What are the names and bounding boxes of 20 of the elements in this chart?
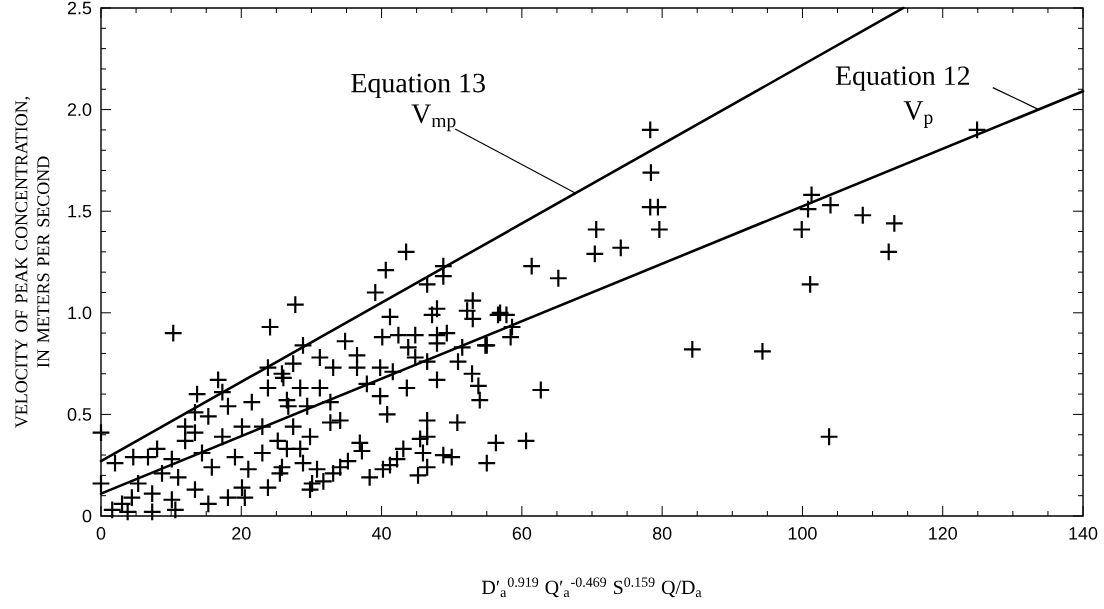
annotation: Equation 12 [835,66,970,91]
text: D′$_{a}$$^{0.919}$ Q′$_{a}$$^{-0.469}$ S$^{0.159}$ Q/D$_{a}$ [481,577,702,598]
x-tick-label: 40 [372,527,391,540]
x-tick-label: 140 [1069,527,1098,540]
y-tick-label: 0.5 [67,408,92,421]
y-axis-title: VELOCITY OF PEAK CONCENTRATION, IN METERS PER SECOND [15,97,50,428]
x-tick-label: 60 [512,527,532,540]
y-tick-label: 2.5 [67,1,92,15]
x-tick-label: 0 [96,527,106,540]
annotation: V$_{mp}$ [411,104,456,132]
y-tick-label: 0 [82,509,92,523]
y-tick-label: 1.0 [68,306,92,320]
x-tick-label: 100 [788,527,817,540]
x-tick-label: 120 [929,527,957,540]
y-tick-label: 2.0 [67,103,92,116]
x-tick-label: 80 [652,527,672,540]
annotation: V$_{p}$ [903,101,933,128]
annotation: Equation 13 [351,73,485,99]
x-tick-label: 20 [232,527,251,540]
y-tick-label: 1.5 [68,204,92,218]
